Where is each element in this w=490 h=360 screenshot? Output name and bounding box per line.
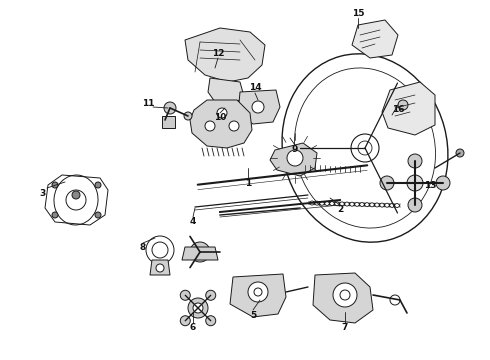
Text: 15: 15	[352, 9, 364, 18]
Circle shape	[193, 303, 203, 313]
Circle shape	[380, 176, 394, 190]
Circle shape	[351, 134, 379, 162]
Polygon shape	[162, 116, 175, 128]
Text: 9: 9	[292, 145, 298, 154]
Polygon shape	[238, 90, 280, 124]
Polygon shape	[208, 78, 245, 102]
Circle shape	[248, 282, 268, 302]
Text: 6: 6	[190, 324, 196, 333]
Text: 2: 2	[337, 206, 343, 215]
Text: 7: 7	[342, 324, 348, 333]
Circle shape	[152, 242, 168, 258]
Text: 14: 14	[249, 84, 261, 93]
Polygon shape	[150, 260, 170, 275]
Circle shape	[436, 176, 450, 190]
Text: 11: 11	[142, 99, 154, 108]
Circle shape	[72, 191, 80, 199]
Text: 1: 1	[245, 179, 251, 188]
Circle shape	[333, 283, 357, 307]
Circle shape	[156, 264, 164, 272]
Circle shape	[287, 150, 303, 166]
Circle shape	[408, 154, 422, 168]
Polygon shape	[182, 247, 218, 260]
Circle shape	[52, 182, 58, 188]
Circle shape	[390, 295, 400, 305]
Circle shape	[358, 141, 372, 155]
Circle shape	[95, 212, 101, 218]
Circle shape	[252, 101, 264, 113]
Text: 16: 16	[392, 105, 404, 114]
Circle shape	[146, 236, 174, 264]
Circle shape	[456, 149, 464, 157]
Text: 10: 10	[214, 113, 226, 122]
Text: 5: 5	[250, 310, 256, 320]
Polygon shape	[313, 273, 373, 323]
Circle shape	[180, 316, 190, 326]
Polygon shape	[230, 274, 286, 317]
Polygon shape	[382, 82, 435, 135]
Text: 8: 8	[140, 243, 146, 252]
Circle shape	[206, 290, 216, 300]
Polygon shape	[270, 143, 317, 176]
Circle shape	[164, 102, 176, 114]
Circle shape	[408, 198, 422, 212]
Circle shape	[217, 108, 227, 118]
Circle shape	[188, 298, 208, 318]
Circle shape	[52, 212, 58, 218]
Circle shape	[398, 100, 408, 110]
Text: 3: 3	[39, 189, 45, 198]
Circle shape	[340, 290, 350, 300]
Circle shape	[196, 248, 204, 256]
Text: 13: 13	[424, 180, 436, 189]
Text: 4: 4	[190, 217, 196, 226]
Circle shape	[206, 316, 216, 326]
Circle shape	[95, 182, 101, 188]
Circle shape	[229, 121, 239, 131]
Circle shape	[184, 112, 192, 120]
Text: 12: 12	[212, 49, 224, 58]
Polygon shape	[185, 28, 265, 82]
Polygon shape	[190, 100, 252, 148]
Circle shape	[190, 242, 210, 262]
Circle shape	[180, 290, 190, 300]
Circle shape	[205, 121, 215, 131]
Circle shape	[254, 288, 262, 296]
Polygon shape	[352, 20, 398, 58]
Circle shape	[407, 175, 423, 191]
